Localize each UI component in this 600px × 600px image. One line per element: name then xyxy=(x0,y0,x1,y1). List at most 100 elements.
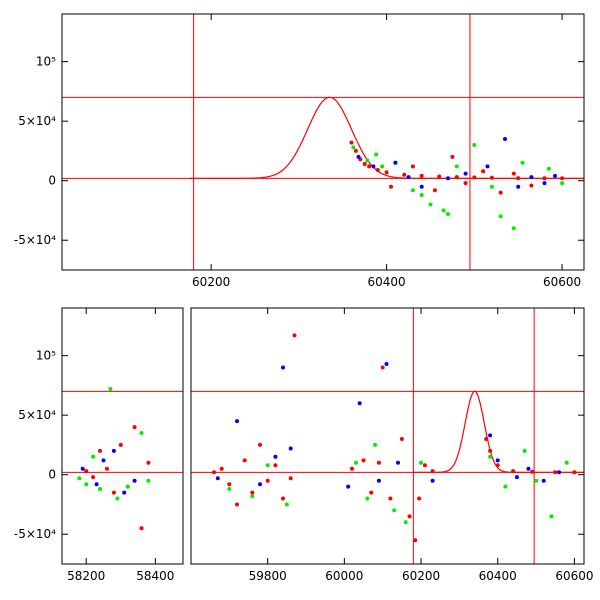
data-point xyxy=(118,442,123,447)
data-point xyxy=(139,431,144,435)
data-point xyxy=(101,458,106,463)
data-point xyxy=(463,181,468,186)
y-tick-label: 10⁵ xyxy=(36,55,56,69)
data-point xyxy=(463,171,468,176)
data-point xyxy=(362,162,367,166)
model-curve xyxy=(189,96,584,179)
data-point xyxy=(514,475,519,480)
data-point xyxy=(498,214,503,219)
data-point xyxy=(406,175,411,180)
y-tick-label: 10⁵ xyxy=(36,349,56,363)
data-point xyxy=(437,174,442,179)
data-point xyxy=(530,469,535,474)
axes-frame xyxy=(61,307,184,565)
data-point xyxy=(375,168,380,172)
data-point xyxy=(361,458,366,463)
data-point xyxy=(250,494,255,499)
y-tick-label: 5×10⁴ xyxy=(18,408,56,422)
data-point xyxy=(242,458,247,463)
data-point xyxy=(353,460,358,465)
x-tick-label: 60400 xyxy=(368,275,406,289)
data-point xyxy=(91,475,96,480)
data-point xyxy=(454,175,459,180)
axes-frame xyxy=(190,307,585,565)
data-point xyxy=(488,454,493,459)
data-point xyxy=(522,448,527,453)
data-point xyxy=(146,460,151,465)
data-point xyxy=(373,442,377,447)
data-point xyxy=(139,526,144,531)
data-point xyxy=(488,448,493,453)
data-point xyxy=(281,365,285,370)
data-point xyxy=(104,466,109,471)
data-point xyxy=(258,482,262,487)
data-point xyxy=(376,478,381,483)
data-point xyxy=(511,171,516,176)
data-point xyxy=(526,466,531,471)
data-point xyxy=(235,502,239,507)
data-point xyxy=(560,181,565,186)
data-point xyxy=(503,137,507,141)
data-point xyxy=(111,490,116,495)
data-point xyxy=(353,148,358,153)
data-point xyxy=(399,437,404,441)
data-point xyxy=(371,164,376,169)
data-point xyxy=(542,176,547,181)
data-point xyxy=(472,175,477,180)
data-point xyxy=(350,466,354,471)
data-point xyxy=(553,173,557,178)
x-tick-label: 58400 xyxy=(136,569,174,583)
data-point xyxy=(495,463,500,468)
plot-area-1-0 xyxy=(62,387,183,531)
data-point xyxy=(485,164,490,169)
data-point xyxy=(288,446,293,451)
data-point xyxy=(132,478,137,483)
axes-frame xyxy=(61,13,585,271)
data-point xyxy=(250,490,255,495)
data-point xyxy=(258,442,262,447)
data-point xyxy=(542,181,547,186)
data-point xyxy=(98,487,102,491)
data-point xyxy=(349,140,354,145)
data-point xyxy=(219,466,224,471)
data-point xyxy=(450,154,455,159)
data-point xyxy=(94,482,99,487)
x-tick-label: 60200 xyxy=(192,275,230,289)
data-point xyxy=(125,484,130,489)
data-point xyxy=(227,487,232,491)
x-tick-label: 58200 xyxy=(67,569,105,583)
data-point xyxy=(132,425,137,430)
data-point xyxy=(481,169,486,174)
data-point xyxy=(498,190,503,195)
data-point xyxy=(235,419,239,424)
data-point xyxy=(273,454,278,459)
data-point xyxy=(419,184,424,189)
data-point xyxy=(369,490,374,495)
data-point xyxy=(419,193,424,197)
data-point xyxy=(84,469,89,474)
y-tick-label: 0 xyxy=(48,174,56,188)
data-point xyxy=(288,476,293,481)
data-point xyxy=(115,496,120,501)
data-point xyxy=(410,164,415,169)
x-tick-label: 60600 xyxy=(543,275,581,289)
data-point xyxy=(357,401,362,406)
data-point xyxy=(560,176,565,181)
data-point xyxy=(432,188,437,193)
data-point xyxy=(484,437,489,441)
data-point xyxy=(91,454,96,459)
data-point xyxy=(384,362,389,366)
data-point xyxy=(284,502,289,507)
data-point xyxy=(419,460,423,465)
y-tick-label: 5×10⁴ xyxy=(18,114,56,128)
x-tick-label: 60000 xyxy=(325,569,363,583)
data-point xyxy=(541,478,546,483)
x-tick-label: 60200 xyxy=(402,569,440,583)
data-point xyxy=(389,184,393,189)
data-point xyxy=(422,463,427,468)
data-point xyxy=(489,184,494,189)
data-point xyxy=(441,208,446,213)
data-point xyxy=(292,333,297,338)
data-point xyxy=(407,514,412,519)
